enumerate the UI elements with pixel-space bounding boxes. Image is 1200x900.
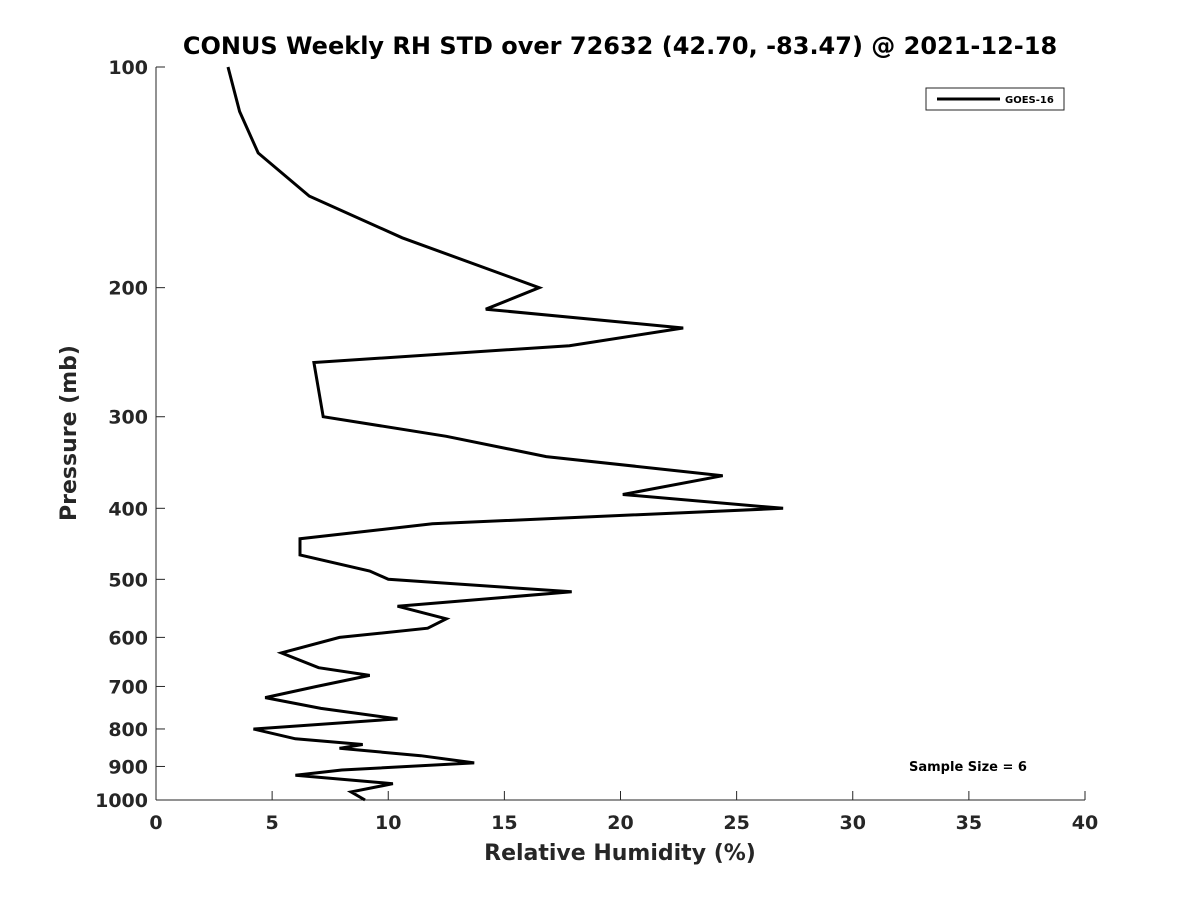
y-tick-label-900: 900 (108, 756, 148, 778)
y-tick-label-300: 300 (108, 407, 148, 429)
y-tick-label-600: 600 (108, 627, 148, 649)
y-tick-label-200: 200 (108, 278, 148, 300)
x-tick-label-30: 30 (840, 812, 866, 834)
legend-label-goes-16: GOES-16 (1005, 95, 1054, 106)
x-tick-label-15: 15 (491, 812, 517, 834)
y-tick-label-1000: 1000 (95, 790, 148, 812)
legend: GOES-16 (925, 87, 1065, 111)
series-line-0 (226, 66, 784, 802)
y-tick-label-100: 100 (108, 57, 148, 79)
y-tick-label-500: 500 (108, 569, 148, 591)
x-tick-label-35: 35 (956, 812, 982, 834)
y-tick-label-800: 800 (108, 719, 148, 741)
x-tick-label-40: 40 (1072, 812, 1098, 834)
y-axis-ticks: 100 200 300 400 500 600 700 800 900 1000 (95, 57, 165, 812)
sample-size-annotation: Sample Size = 6 (909, 760, 1027, 775)
y-tick-label-400: 400 (108, 498, 148, 520)
plot-area (156, 67, 1085, 800)
x-tick-label-5: 5 (266, 812, 279, 834)
x-axis-ticks: 0 5 10 15 20 25 30 35 40 (149, 791, 1098, 834)
x-tick-label-0: 0 (149, 812, 162, 834)
x-axis-label: Relative Humidity (%) (484, 841, 756, 866)
series-layer (226, 66, 784, 802)
x-tick-label-25: 25 (723, 812, 749, 834)
y-tick-label-700: 700 (108, 676, 148, 698)
x-tick-label-10: 10 (375, 812, 401, 834)
chart-title: CONUS Weekly RH STD over 72632 (42.70, -… (183, 32, 1057, 60)
y-axis-label: Pressure (mb) (57, 345, 82, 521)
x-tick-label-20: 20 (607, 812, 633, 834)
